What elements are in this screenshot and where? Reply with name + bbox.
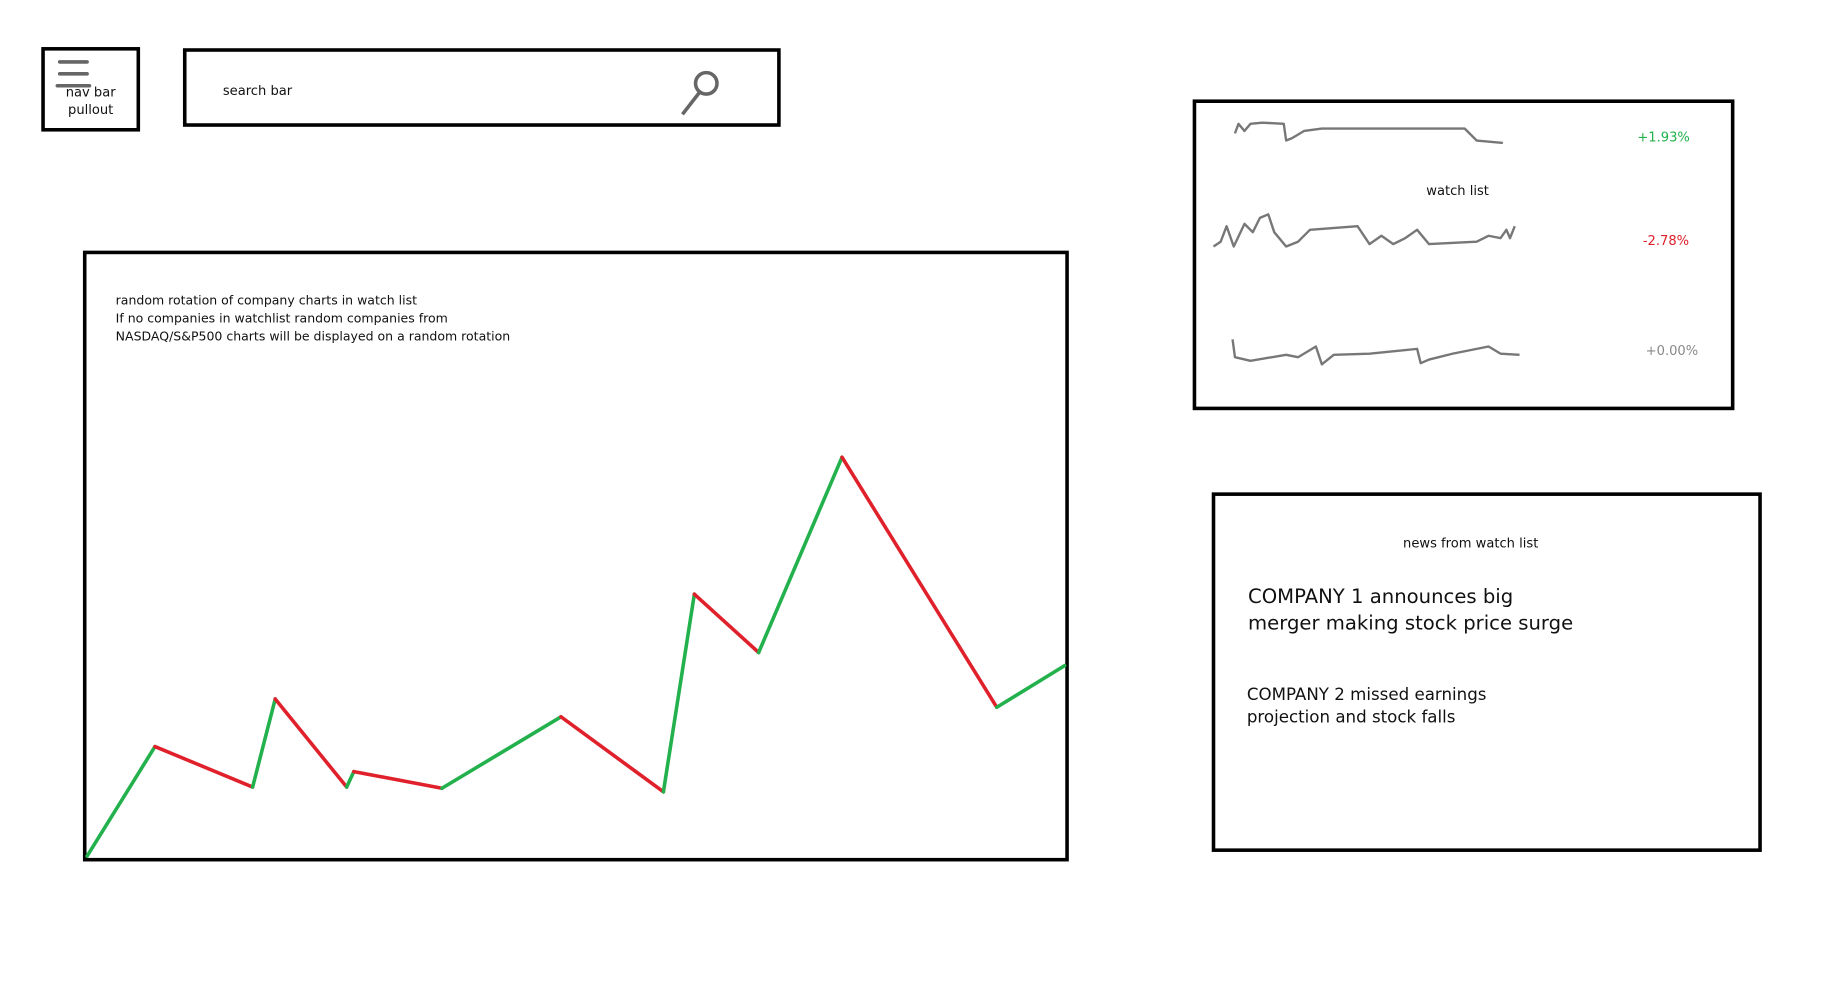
line-segment bbox=[344, 769, 356, 789]
line-segment bbox=[250, 697, 278, 789]
line-segment bbox=[661, 592, 697, 794]
main-chart-box bbox=[82, 250, 1069, 862]
search-box[interactable] bbox=[182, 48, 781, 127]
change-label: -2.78% bbox=[1643, 234, 1689, 249]
nav-label: pullout bbox=[68, 103, 113, 118]
search-placeholder: search bar bbox=[223, 84, 293, 99]
line-segment bbox=[153, 744, 255, 789]
news-item[interactable]: COMPANY 2 missed earnings bbox=[1247, 685, 1487, 704]
search-icon[interactable] bbox=[681, 70, 719, 116]
change-label: +1.93% bbox=[1637, 131, 1690, 146]
news-title: news from watch list bbox=[1403, 537, 1538, 552]
news-box bbox=[1211, 492, 1762, 852]
line-segment bbox=[352, 769, 444, 791]
watch-list-title: watch list bbox=[1426, 184, 1489, 199]
sparkline bbox=[1212, 213, 1516, 248]
news-item[interactable]: projection and stock falls bbox=[1247, 707, 1456, 726]
nav-button[interactable]: nav bar pullout bbox=[41, 47, 141, 132]
sparkline bbox=[1233, 121, 1503, 145]
news-item[interactable]: merger making stock price surge bbox=[1248, 611, 1573, 634]
sample-price-line bbox=[85, 455, 1067, 858]
news-item[interactable]: COMPANY 1 announces big bbox=[1248, 585, 1513, 608]
chart-description: random rotation of company charts in wat… bbox=[116, 293, 417, 308]
nav-box[interactable] bbox=[41, 47, 141, 132]
line-segment bbox=[995, 663, 1067, 710]
line-segment bbox=[273, 697, 349, 789]
line-segment bbox=[559, 715, 666, 794]
sparkline bbox=[1231, 339, 1520, 366]
chart-description: If no companies in watchlist random comp… bbox=[116, 311, 448, 326]
hamburger-icon bbox=[55, 60, 92, 88]
search-bar[interactable]: search bar bbox=[182, 48, 781, 127]
line-segment bbox=[440, 715, 563, 791]
change-label: +0.00% bbox=[1646, 344, 1699, 359]
line-segment bbox=[840, 455, 999, 710]
watch-list-box bbox=[1192, 99, 1735, 411]
line-segment bbox=[692, 592, 761, 655]
nav-label: nav bar bbox=[66, 85, 117, 100]
line-segment bbox=[756, 455, 844, 655]
line-segment bbox=[85, 744, 157, 858]
chart-description: NASDAQ/S&P500 charts will be displayed o… bbox=[116, 328, 511, 343]
